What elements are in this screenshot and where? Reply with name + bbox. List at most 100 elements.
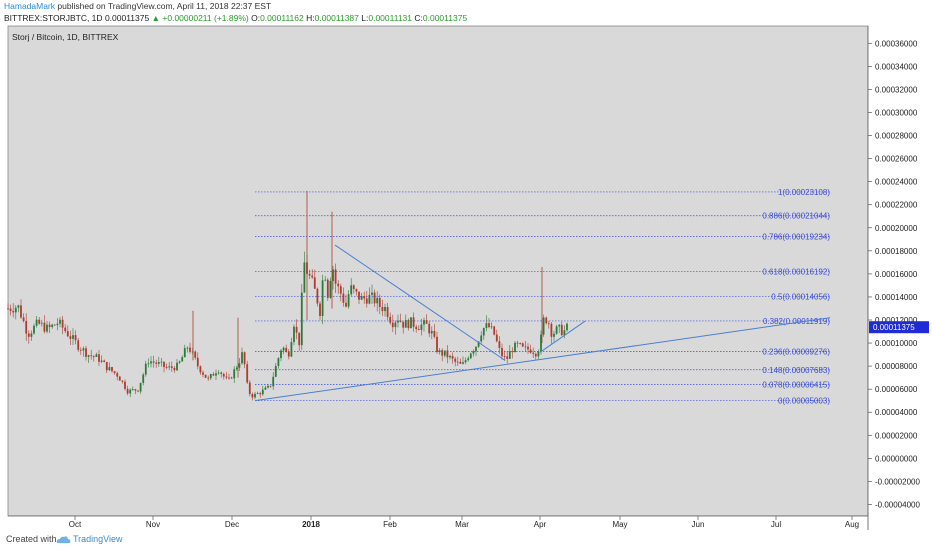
candle-body	[558, 324, 561, 327]
candle-body	[147, 363, 150, 365]
candle-body	[40, 322, 43, 324]
price-axis[interactable]	[868, 26, 932, 516]
candle-body	[103, 360, 106, 362]
candle-body	[508, 351, 511, 359]
candle-body	[150, 361, 152, 364]
y-tick-label: 0.00014000	[875, 293, 918, 302]
candle-body	[542, 317, 545, 335]
candle-body	[20, 305, 22, 318]
candle-body	[501, 347, 503, 357]
candle-body	[529, 349, 532, 353]
candle-body	[516, 342, 519, 344]
fib-level-label: 0.618(0.00016192)	[762, 268, 830, 277]
candle-body	[170, 366, 173, 368]
chart-plot-area[interactable]	[7, 25, 869, 517]
candle-body	[298, 332, 301, 346]
tradingview-cloud-icon[interactable]	[54, 533, 134, 547]
candle-body	[285, 347, 288, 353]
candle-body	[397, 320, 399, 323]
candle-body	[259, 393, 262, 395]
candle-body	[519, 343, 522, 344]
candle-body	[277, 358, 280, 366]
candle-body	[243, 352, 246, 365]
open-label: O:	[251, 13, 261, 23]
candle-body	[51, 324, 54, 328]
low-label: L:	[361, 13, 369, 23]
y-tick-label: 0.00036000	[875, 39, 918, 48]
y-tick-label: 0.00004000	[875, 408, 918, 417]
candle-body	[222, 373, 225, 377]
candle-body	[199, 366, 202, 373]
price-chart[interactable]: Storj / Bitcoin, 1D, BITTREX 0.000360000…	[0, 24, 932, 530]
candle-body	[475, 346, 477, 352]
candle-body	[157, 362, 160, 364]
candle-body	[35, 319, 38, 326]
candle-body	[410, 317, 412, 329]
candle-body	[66, 331, 69, 337]
fibonacci-retracement[interactable]: 1(0.00023108) 0.886(0.00021044) 0.786(0.00…	[255, 188, 830, 406]
y-tick-label: 0.00026000	[875, 155, 918, 164]
candle-body	[560, 324, 563, 336]
x-tick-label: Nov	[146, 520, 160, 529]
candle-body	[238, 363, 241, 368]
candle-body	[371, 292, 373, 295]
candle-body	[469, 353, 472, 359]
y-tick-label: 0.00006000	[875, 385, 918, 394]
y-tick-label: 0.00012000	[875, 316, 918, 325]
y-tick-label: 0.00022000	[875, 201, 918, 210]
high-value: 0.00011387	[314, 13, 359, 23]
candle-body	[454, 358, 457, 362]
candle-body	[230, 377, 233, 379]
candle-body	[25, 320, 28, 334]
candle-body	[417, 329, 420, 330]
candle-body	[22, 317, 25, 321]
candle-body	[332, 269, 334, 281]
tradingview-brand[interactable]: TradingView	[73, 534, 123, 544]
candle-body	[186, 347, 189, 349]
candle-body	[464, 360, 467, 363]
candle-body	[482, 328, 485, 336]
candle-body	[85, 348, 87, 357]
candle-body	[472, 351, 475, 354]
candle-body	[61, 319, 64, 328]
price-tag-box	[869, 321, 929, 334]
candle-body	[391, 322, 394, 328]
candle-body	[498, 341, 501, 348]
candle-body	[300, 292, 303, 346]
trend-lines[interactable]	[254, 244, 831, 402]
x-tick-label: 2018	[302, 520, 320, 529]
candle-body	[209, 374, 212, 379]
publish-header: HamadaMark published on TradingView.com,…	[0, 0, 932, 24]
candle-body	[46, 324, 48, 332]
candle-body	[540, 334, 542, 352]
low-value: 0.00011131	[368, 13, 413, 23]
candle-body	[189, 347, 191, 352]
candle-body	[495, 334, 498, 342]
trend-line	[539, 320, 586, 353]
y-tick-label: 0.00020000	[875, 224, 918, 233]
candle-body	[547, 323, 550, 324]
candle-body	[246, 364, 249, 383]
candle-body	[264, 387, 267, 390]
time-axis[interactable]	[8, 516, 868, 530]
last-price: 0.00011375	[104, 13, 150, 23]
candle-body	[514, 342, 516, 353]
candle-body	[339, 286, 342, 294]
candle-body	[12, 310, 15, 313]
x-tick-label: Aug	[845, 520, 859, 529]
candle-body	[456, 361, 459, 363]
candle-body	[113, 371, 116, 374]
candle-body	[365, 298, 368, 304]
candle-body	[274, 365, 277, 377]
y-tick-label: 0.00024000	[875, 178, 918, 187]
candle-body	[532, 352, 535, 354]
author-link[interactable]: HamadaMark	[4, 1, 56, 11]
candle-body	[98, 354, 100, 362]
candle-body	[137, 390, 139, 392]
candle-body	[77, 340, 80, 350]
candle-body	[303, 262, 306, 293]
candle-body	[399, 320, 402, 322]
candle-body	[521, 343, 524, 347]
x-tick-label: May	[612, 520, 627, 529]
candle-body	[59, 319, 61, 324]
